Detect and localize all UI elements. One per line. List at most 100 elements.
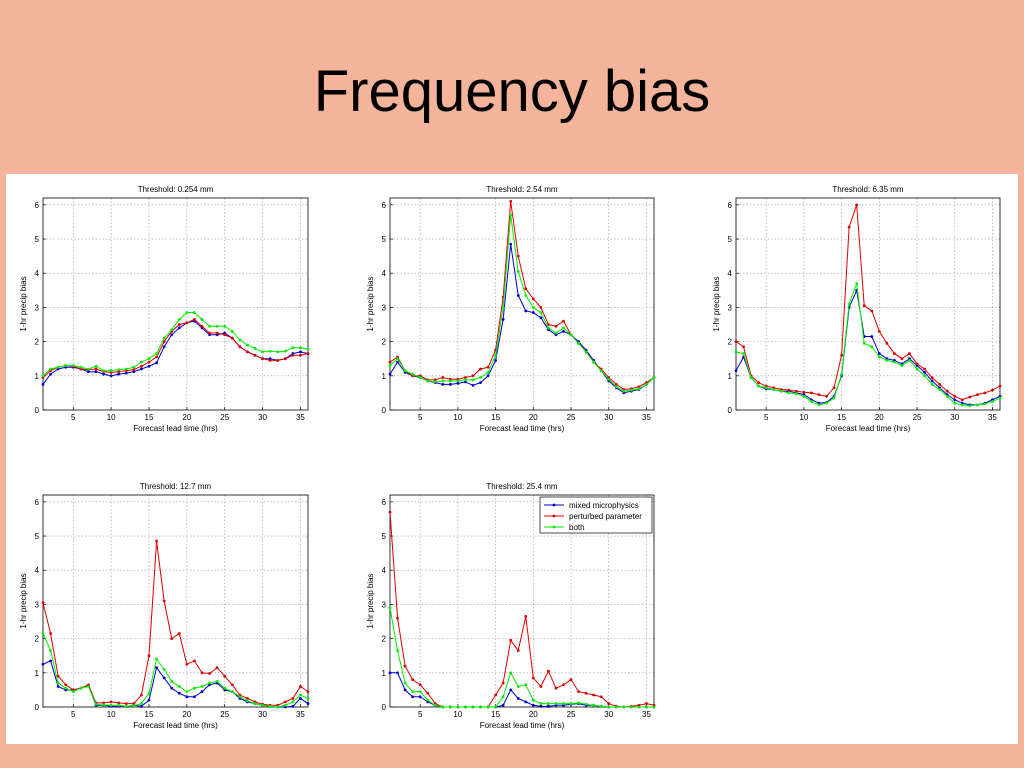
y-tick-label: 4 [382, 566, 387, 575]
data-point [885, 341, 889, 345]
x-tick-label: 10 [453, 413, 462, 422]
data-point [554, 324, 558, 328]
data-point [185, 311, 189, 314]
data-point [539, 685, 543, 688]
data-point [177, 323, 181, 326]
data-point [102, 701, 105, 705]
data-point [147, 698, 151, 702]
data-point [531, 698, 535, 702]
data-point [953, 401, 957, 405]
x-axis-label: Forecast lead time (hrs) [480, 424, 565, 433]
chart-5: 5 10 15 20 25 30 35 0 1 2 3 4 5 6 Threshold: 25.4 mm Fo… [366, 482, 656, 730]
data-point [855, 203, 859, 207]
data-point [562, 683, 565, 687]
data-point [283, 703, 287, 707]
data-point [817, 393, 821, 397]
data-point [652, 376, 656, 379]
data-point [764, 386, 768, 390]
data-point [945, 394, 949, 398]
data-point [433, 380, 437, 384]
data-point [930, 382, 934, 386]
x-tick-label: 35 [642, 413, 651, 422]
y-tick-label: 3 [382, 303, 387, 312]
data-point [742, 352, 745, 355]
data-point [930, 379, 934, 383]
data-point [592, 360, 596, 364]
data-point [516, 254, 520, 258]
data-point [155, 361, 158, 365]
data-point [855, 282, 859, 285]
chart-2: 5 10 15 20 25 30 35 0 1 2 3 4 5 6 Threshold: 2.54 mm Fo… [366, 185, 656, 433]
chart-title: Threshold: 6.35 mm [832, 185, 903, 194]
data-point [268, 704, 272, 708]
data-point [539, 702, 543, 705]
data-point [215, 331, 219, 335]
data-point [246, 350, 249, 354]
data-point [177, 632, 181, 635]
y-tick-label: 1 [35, 372, 40, 381]
x-tick-label: 30 [604, 710, 613, 719]
data-point [991, 400, 994, 403]
data-point [223, 324, 227, 328]
data-point [268, 359, 272, 362]
series-perturbed-parameter [734, 203, 1002, 402]
data-point [471, 383, 475, 387]
data-point [486, 365, 490, 369]
data-point [509, 213, 513, 217]
data-point [817, 403, 821, 407]
data-point [208, 324, 211, 328]
data-point [614, 705, 618, 709]
data-point [238, 345, 242, 349]
data-point [306, 697, 310, 700]
data-point [140, 702, 143, 705]
data-point [162, 667, 166, 671]
data-point [162, 345, 166, 349]
data-point [539, 311, 543, 314]
legend-label-both: both [569, 523, 585, 532]
data-point [230, 336, 234, 340]
x-tick-label: 20 [875, 413, 884, 422]
data-point [448, 705, 452, 709]
plot-frame [42, 197, 309, 411]
data-point [456, 381, 460, 385]
data-point [87, 370, 90, 374]
data-point [983, 402, 987, 406]
data-point [779, 389, 783, 393]
legend: mixed microphysics perturbed parameter bot… [539, 496, 653, 534]
data-point [539, 704, 543, 708]
data-point [147, 360, 151, 364]
data-point [524, 294, 528, 297]
x-tick-label: 20 [529, 710, 538, 719]
data-point [200, 671, 204, 675]
data-point [742, 345, 745, 349]
data-point [960, 403, 964, 407]
x-tick-label: 30 [604, 413, 613, 422]
data-point [516, 270, 520, 273]
data-point [283, 357, 287, 361]
data-point [253, 347, 257, 350]
y-tick-label: 5 [382, 532, 387, 541]
data-point [109, 369, 113, 373]
data-point [953, 398, 957, 402]
data-point [847, 302, 851, 306]
x-tick-label: 10 [107, 710, 116, 719]
x-tick-label: 25 [567, 413, 576, 422]
data-point [975, 403, 979, 407]
data-point [41, 662, 45, 666]
data-point [509, 688, 513, 692]
data-point [418, 690, 422, 694]
data-point [411, 690, 415, 694]
series-line-mixed-microphysics [389, 244, 655, 394]
x-tick-label: 25 [913, 413, 922, 422]
data-point [832, 396, 836, 400]
data-point [524, 614, 528, 618]
data-point [734, 369, 738, 373]
series-perturbed-parameter [41, 317, 310, 379]
data-point [56, 685, 60, 688]
data-point [291, 346, 295, 350]
data-point [862, 304, 866, 308]
y-tick-label: 1 [35, 669, 40, 678]
data-point [56, 681, 60, 685]
data-point [170, 686, 174, 690]
